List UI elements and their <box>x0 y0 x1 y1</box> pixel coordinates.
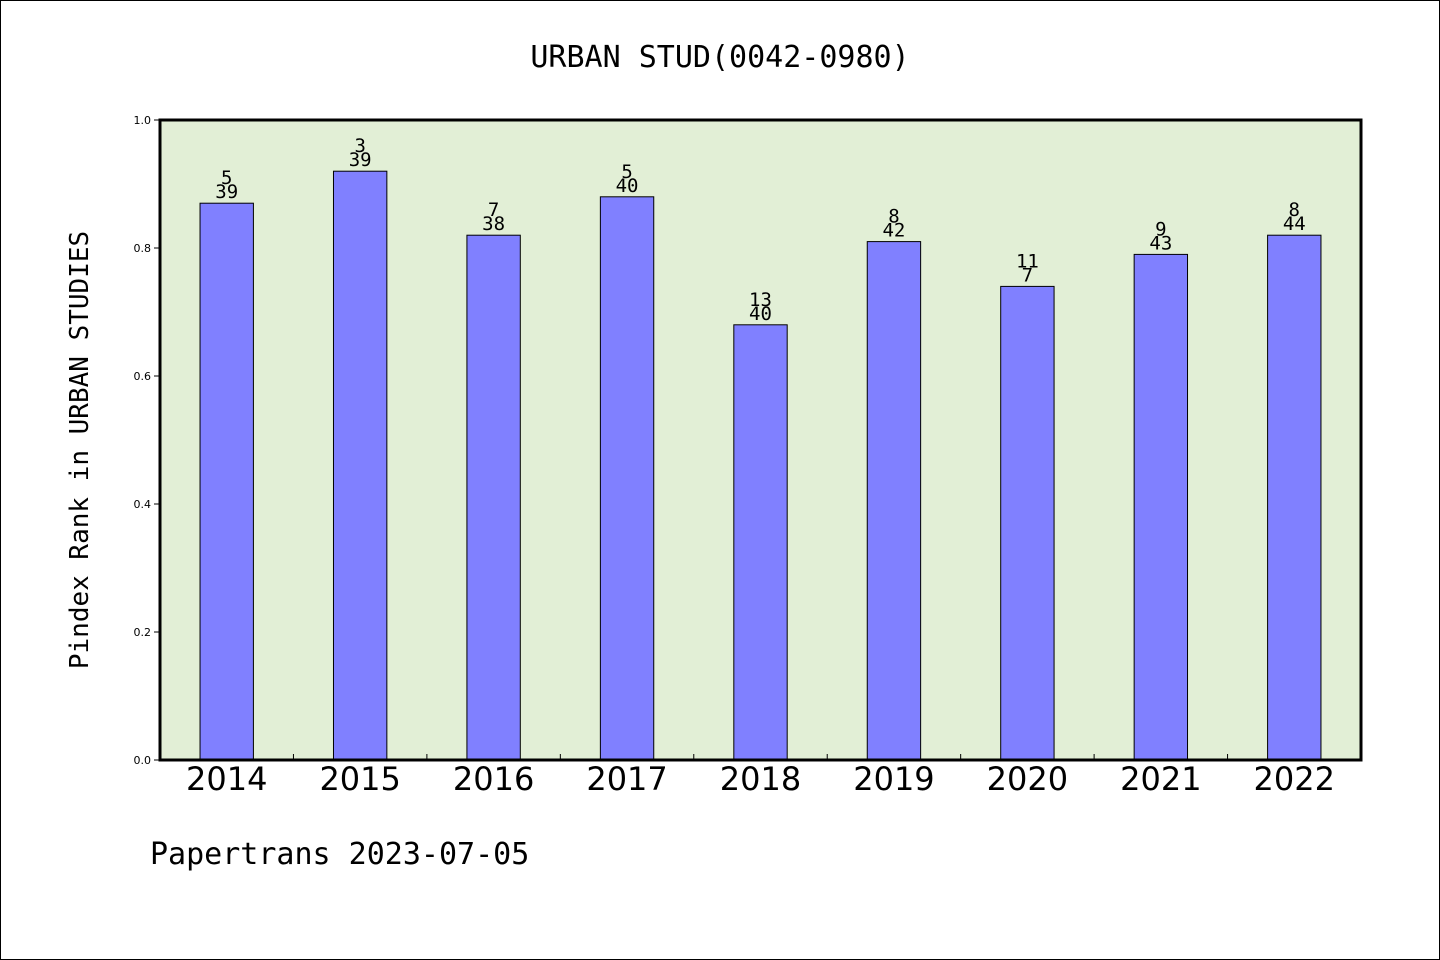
y-tick-label: 0.6 <box>134 370 152 383</box>
bar-label-bottom-2016: 38 <box>482 213 505 235</box>
x-tick-label-2017: 2017 <box>586 760 667 798</box>
bar-label-bottom-2018: 40 <box>749 303 772 325</box>
y-axis-label: Pindex Rank in URBAN STUDIES <box>65 231 95 669</box>
bar-2016 <box>466 234 521 761</box>
bar-label-top-2015: 3 <box>354 135 365 157</box>
y-tick-label: 0.2 <box>134 626 152 639</box>
bar-2018 <box>733 324 788 761</box>
bar-label-bottom-2019: 42 <box>882 220 905 242</box>
bar-2017 <box>599 196 655 761</box>
bar-label-bottom-2014: 39 <box>215 181 238 203</box>
plot-border <box>158 118 1363 762</box>
y-tick-label: 0.0 <box>134 754 152 767</box>
bar-2015 <box>332 170 388 761</box>
bar-label-top-2019: 8 <box>888 206 899 228</box>
x-tick-label-2022: 2022 <box>1254 760 1335 798</box>
footer-watermark: Papertrans 2023-07-05 <box>150 837 529 872</box>
x-tick-label-2020: 2020 <box>987 760 1068 798</box>
bar-2021 <box>1133 253 1189 761</box>
x-tick-label-2015: 2015 <box>319 760 400 798</box>
bar-label-top-2017: 5 <box>621 161 632 183</box>
bar-label-top-2016: 7 <box>488 199 499 221</box>
bar-2019 <box>866 241 922 761</box>
x-tick-label-2016: 2016 <box>453 760 534 798</box>
bar-2022 <box>1267 234 1322 761</box>
y-tick-label: 0.4 <box>134 498 152 511</box>
y-tick-label: 1.0 <box>134 114 152 127</box>
x-tick-label-2014: 2014 <box>186 760 267 798</box>
chart-title: URBAN STUD(0042-0980) <box>530 40 909 75</box>
bar-2014 <box>199 202 254 761</box>
bar-label-top-2018: 13 <box>749 289 772 311</box>
bar-label-bottom-2015: 39 <box>349 149 372 171</box>
x-tick-label-2018: 2018 <box>720 760 801 798</box>
bar-label-bottom-2021: 43 <box>1149 232 1172 254</box>
bar-label-bottom-2022: 44 <box>1283 213 1306 235</box>
bar-label-top-2022: 8 <box>1289 199 1300 221</box>
y-tick-label: 0.8 <box>134 242 152 255</box>
bar-label-top-2020: 11 <box>1016 250 1039 272</box>
bar-label-bottom-2017: 40 <box>616 175 639 197</box>
bar-label-top-2014: 5 <box>221 167 232 189</box>
bar-label-top-2021: 9 <box>1155 218 1166 240</box>
x-tick-label-2019: 2019 <box>853 760 934 798</box>
bar-label-bottom-2020: 7 <box>1022 264 1033 286</box>
x-tick-label-2021: 2021 <box>1120 760 1201 798</box>
bar-2020 <box>1000 285 1055 761</box>
